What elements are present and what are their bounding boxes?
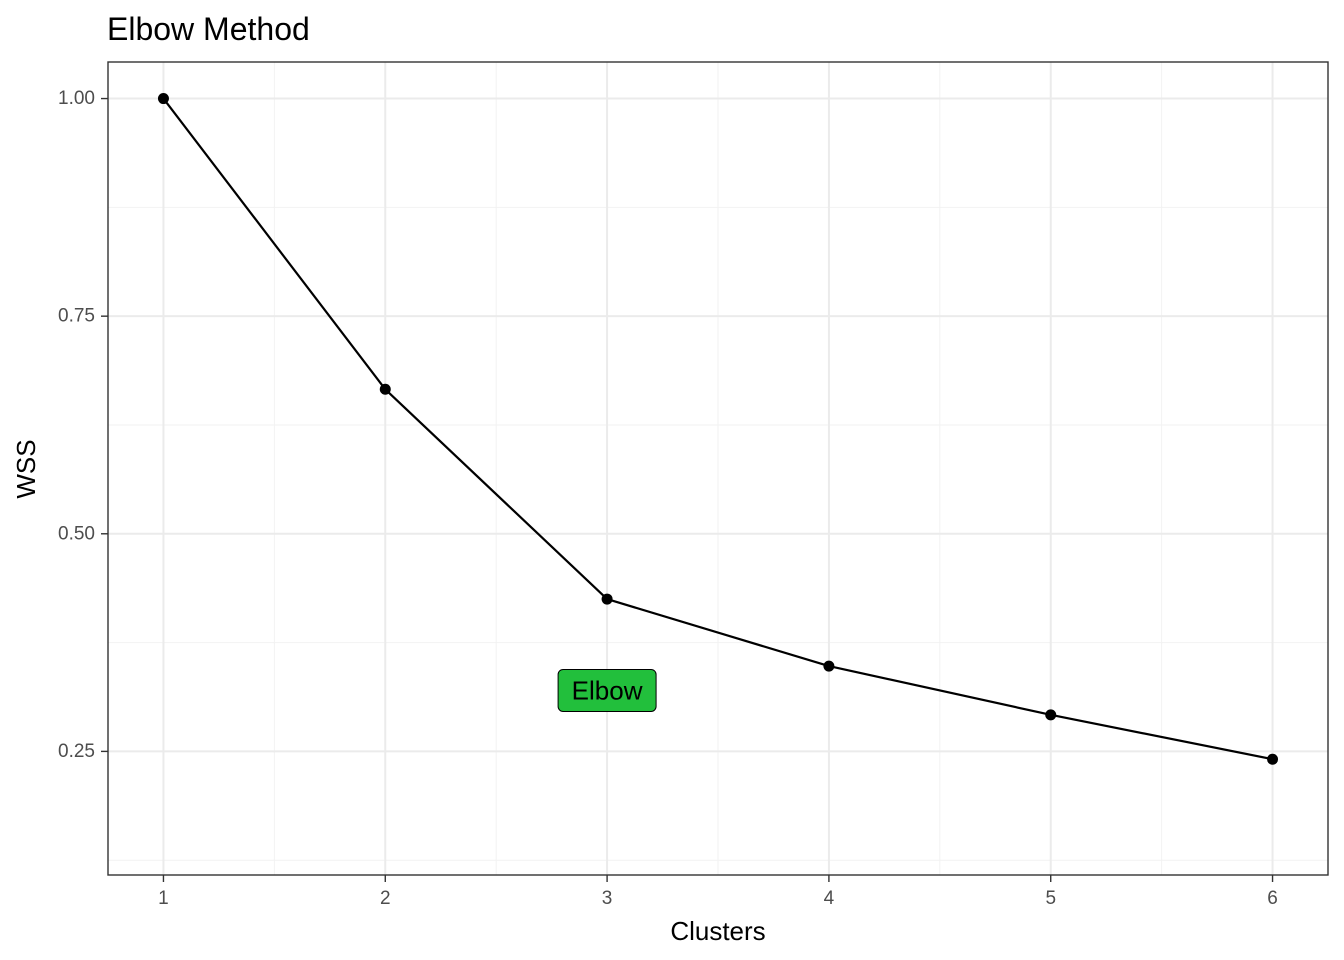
data-point	[1267, 753, 1279, 765]
data-point	[379, 383, 391, 395]
y-tick-label: 0.75	[58, 306, 95, 327]
y-axis: 0.25 0.50 0.75 1.00	[58, 88, 108, 762]
data-point	[823, 660, 835, 672]
elbow-annotation: Elbow	[557, 668, 657, 712]
series-line	[162, 97, 1273, 761]
x-axis: 1 2 3 4 5 6	[158, 875, 1278, 909]
data-point	[601, 593, 613, 605]
x-tick-label: 1	[158, 888, 169, 909]
x-tick-label: 5	[1045, 888, 1056, 909]
x-tick-label: 3	[602, 888, 613, 909]
panel-border	[107, 61, 1329, 876]
chart-title: Elbow Method	[107, 11, 310, 47]
y-tick-label: 0.25	[58, 741, 95, 762]
wss-series-points	[157, 93, 1279, 765]
minor-gridlines	[108, 62, 1328, 875]
y-tick-label: 1.00	[58, 88, 95, 109]
data-point	[1045, 709, 1057, 721]
elbow-annotation-label: Elbow	[572, 675, 643, 705]
data-point	[157, 93, 169, 105]
x-tick-label: 2	[380, 888, 391, 909]
y-tick-label: 0.50	[58, 523, 95, 544]
major-gridlines	[108, 62, 1328, 875]
wss-series-line	[162, 97, 1273, 761]
x-tick-label: 4	[824, 888, 835, 909]
y-axis-title: WSS	[11, 439, 41, 498]
x-tick-label: 6	[1267, 888, 1278, 909]
elbow-annotation-box	[557, 668, 657, 712]
x-axis-title: Clusters	[670, 916, 765, 946]
